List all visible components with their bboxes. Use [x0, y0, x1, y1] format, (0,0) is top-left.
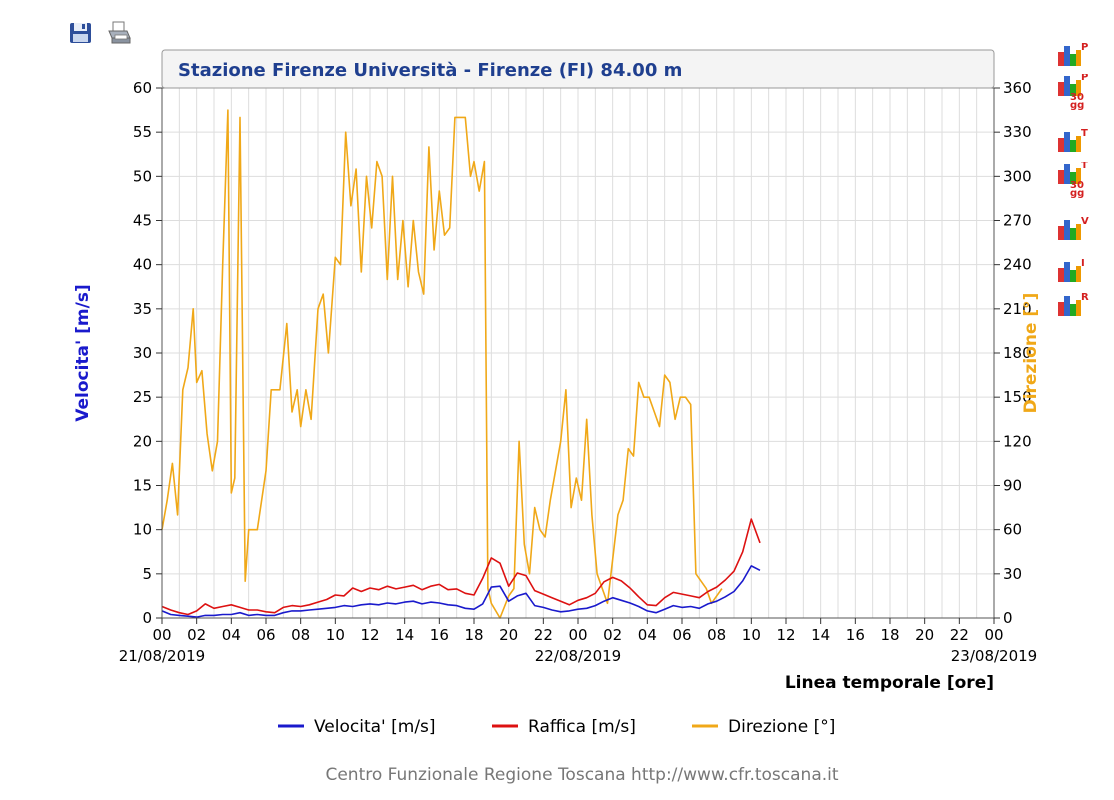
- x-date-label: 23/08/2019: [951, 647, 1037, 665]
- title-bar: [161, 49, 995, 89]
- x-tick-label: 00: [984, 626, 1003, 644]
- right-tick-label: 150: [1003, 388, 1032, 406]
- left-tick-label: 35: [133, 300, 152, 318]
- x-tick-label: 08: [291, 626, 310, 644]
- x-tick-label: 00: [568, 626, 587, 644]
- bar-chart-icon[interactable]: I: [1054, 256, 1094, 292]
- left-tick-label: 60: [133, 79, 152, 97]
- x-tick-label: 20: [499, 626, 518, 644]
- x-tick-label: 16: [846, 626, 865, 644]
- x-tick-label: 18: [464, 626, 483, 644]
- left-tick-label: 45: [133, 212, 152, 230]
- x-tick-label: 02: [603, 626, 622, 644]
- left-y-axis-ticks: 0 5 10 15 20 25 30 35 40 45 50 55 60: [133, 79, 162, 627]
- left-tick-label: 25: [133, 388, 152, 406]
- svg-text:30: 30: [1070, 180, 1084, 191]
- x-tick-label: 12: [360, 626, 379, 644]
- x-date-label: 22/08/2019: [535, 647, 621, 665]
- series-line-raffica: [161, 518, 761, 616]
- right-tick-label: 330: [1003, 123, 1032, 141]
- left-tick-label: 0: [142, 609, 152, 627]
- left-tick-label: 10: [133, 521, 152, 539]
- x-tick-label: 04: [222, 626, 241, 644]
- legend-label: Velocita' [m/s]: [314, 717, 436, 737]
- right-tick-label: 120: [1003, 432, 1032, 450]
- x-tick-label: 12: [776, 626, 795, 644]
- x-axis-label: Linea temporale [ore]: [785, 673, 994, 693]
- x-date-label: 21/08/2019: [119, 647, 205, 665]
- chart-title: Stazione Firenze Università - Firenze (F…: [178, 60, 682, 81]
- right-tick-label: 210: [1003, 300, 1032, 318]
- left-tick-label: 50: [133, 167, 152, 185]
- svg-text:R: R: [1081, 292, 1089, 303]
- right-tick-label: 240: [1003, 256, 1032, 274]
- legend: Velocita' [m/s] Raffica [m/s] Direzione [°…: [278, 717, 835, 737]
- footer-credit: Centro Funzionale Regione Toscana http:/…: [325, 765, 838, 785]
- x-tick-label: 14: [811, 626, 830, 644]
- x-axis-ticks: 00 02 04 06 08 10 12 14 16 18 20 22 00 02 04 06 08 10 12 14…: [152, 618, 1004, 644]
- right-tick-label: 0: [1003, 609, 1013, 627]
- bar-chart-icon[interactable]: R: [1054, 290, 1094, 326]
- right-tick-label: 60: [1003, 521, 1022, 539]
- svg-text:P: P: [1081, 74, 1088, 83]
- print-icon[interactable]: [106, 20, 132, 46]
- x-tick-label: 02: [187, 626, 206, 644]
- right-tick-label: 90: [1003, 477, 1022, 495]
- svg-text:gg: gg: [1070, 188, 1084, 198]
- bar-chart-icon[interactable]: P: [1054, 40, 1094, 76]
- x-tick-label: 16: [430, 626, 449, 644]
- svg-text:30: 30: [1070, 92, 1084, 103]
- series-lines: [161, 109, 761, 619]
- y-axis-right-label: Direzione [°]: [1021, 293, 1041, 414]
- save-icon[interactable]: [68, 20, 94, 46]
- x-tick-label: 22: [950, 626, 969, 644]
- legend-label: Raffica [m/s]: [528, 717, 636, 737]
- left-tick-label: 55: [133, 123, 152, 141]
- x-tick-label: 14: [395, 626, 414, 644]
- x-axis-date-labels: 21/08/2019 22/08/2019 23/08/2019: [119, 647, 1037, 665]
- x-tick-label: 06: [256, 626, 275, 644]
- x-tick-label: 04: [638, 626, 657, 644]
- svg-text:P: P: [1081, 42, 1088, 53]
- left-tick-label: 30: [133, 344, 152, 362]
- y-axis-left-label: Velocita' [m/s]: [73, 284, 93, 421]
- series-line-direzione: [161, 109, 723, 619]
- x-tick-label: 20: [915, 626, 934, 644]
- svg-text:T: T: [1081, 128, 1088, 139]
- svg-text:I: I: [1081, 258, 1085, 269]
- legend-label: Direzione [°]: [728, 717, 835, 737]
- x-tick-label: 00: [152, 626, 171, 644]
- left-tick-label: 20: [133, 432, 152, 450]
- svg-text:T: T: [1081, 162, 1088, 171]
- x-tick-label: 18: [880, 626, 899, 644]
- left-tick-label: 15: [133, 477, 152, 495]
- bar-chart-icon[interactable]: T 30 gg: [1054, 160, 1094, 199]
- x-tick-label: 10: [326, 626, 345, 644]
- right-tick-label: 180: [1003, 344, 1032, 362]
- left-tick-label: 5: [142, 565, 152, 583]
- series-line-velocita: [161, 565, 761, 618]
- x-tick-label: 22: [534, 626, 553, 644]
- right-tick-label: 270: [1003, 212, 1032, 230]
- right-tick-label: 300: [1003, 167, 1032, 185]
- bar-chart-icon[interactable]: V: [1054, 214, 1094, 250]
- bar-chart-icon[interactable]: P 30 gg: [1054, 72, 1094, 111]
- x-tick-label: 10: [742, 626, 761, 644]
- right-tick-label: 360: [1003, 79, 1032, 97]
- x-tick-label: 08: [707, 626, 726, 644]
- bar-chart-icon[interactable]: T: [1054, 126, 1094, 162]
- left-tick-label: 40: [133, 256, 152, 274]
- right-tick-label: 30: [1003, 565, 1022, 583]
- grid: [161, 87, 995, 619]
- svg-text:gg: gg: [1070, 100, 1084, 110]
- x-tick-label: 06: [672, 626, 691, 644]
- right-y-axis-ticks: 0 30 60 90 120 150 180 210 240 270 300 330 360: [994, 79, 1032, 627]
- svg-text:V: V: [1081, 216, 1089, 227]
